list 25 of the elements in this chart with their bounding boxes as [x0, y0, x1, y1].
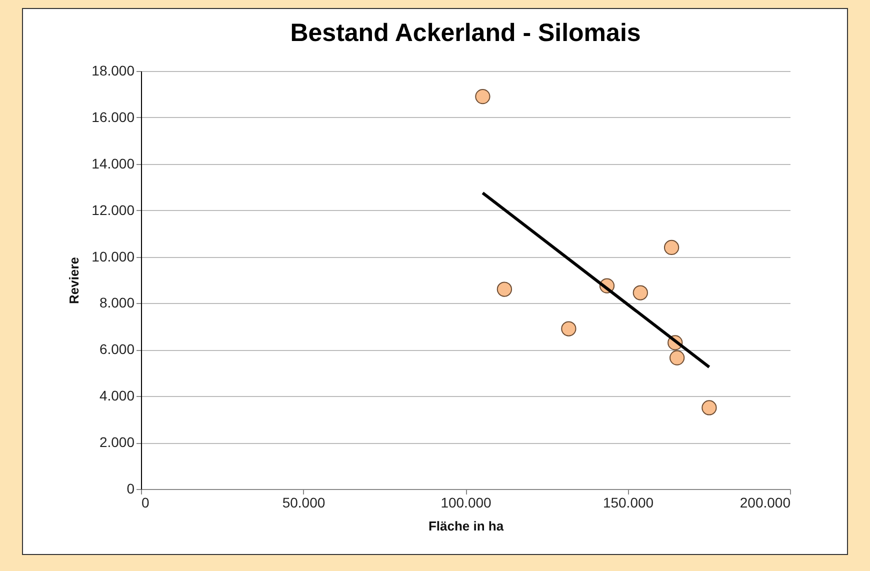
y-tick-label: 18.000: [92, 62, 135, 78]
y-axis-title: Reviere: [66, 257, 82, 304]
y-tick-label: 8.000: [99, 294, 135, 311]
x-tick-label: 50.000: [282, 494, 326, 510]
point: [702, 400, 717, 416]
x-tick-label: 0: [142, 494, 150, 510]
y-tick-label: 2.000: [99, 434, 135, 450]
y-tick-label: 0: [126, 480, 135, 496]
x-tick-label: 200.000: [740, 494, 791, 510]
point: [632, 285, 648, 300]
x-tick-label: 100.000: [440, 494, 492, 510]
chart-title: Bestand Ackerland - Silomais: [290, 19, 641, 47]
y-tick-label: 12.000: [92, 202, 135, 218]
y-tick-label: 4.000: [99, 388, 135, 404]
y-tick-label: 6.000: [99, 341, 135, 358]
y-tick-label: 10.000: [92, 248, 135, 264]
point: [670, 350, 685, 366]
x-axis-title: Fläche in ha: [428, 518, 504, 534]
point: [496, 282, 512, 297]
y-tick-label: 14.000: [92, 155, 135, 172]
point: [475, 88, 490, 104]
point: [664, 240, 680, 256]
y-tick-label: 16.000: [92, 108, 135, 125]
x-tick-label: 150.000: [602, 494, 654, 510]
point: [561, 321, 576, 336]
